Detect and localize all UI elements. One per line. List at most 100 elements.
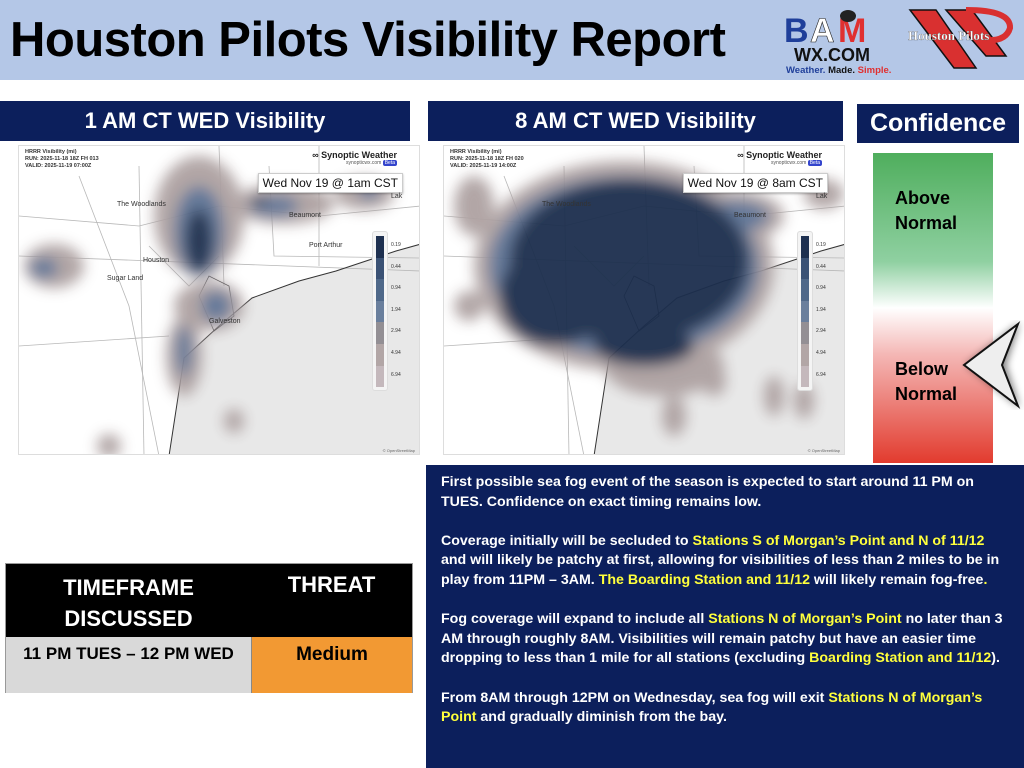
timeframe-cell: 11 PM TUES – 12 PM WED — [6, 637, 251, 693]
place-label: Lak — [816, 193, 828, 200]
text: and gradually diminish from the bay. — [476, 709, 727, 726]
text: will likely remain fog-free — [809, 571, 984, 588]
legend-tick: 0.44 — [816, 263, 826, 270]
confidence-above-label: Above Normal — [895, 188, 958, 233]
visibility-map-1am: HRRR Visibility (mi) RUN: 2025-11-18 18Z … — [18, 145, 420, 455]
bamwx-logo: B A M WX.COM Weather. Made. Simple. — [784, 10, 891, 76]
highlighted-text: Stations S of Morgan’s Point and N of 11… — [692, 532, 985, 549]
visibility-map-8am: HRRR Visibility (mi) RUN: 2025-11-18 18Z … — [443, 145, 845, 455]
legend-tick: 6.94 — [391, 371, 401, 378]
table-row: 11 PM TUES – 12 PM WED Medium — [6, 637, 412, 693]
fog-patch — [764, 376, 784, 416]
fog-layer — [24, 156, 394, 454]
legend-swatch — [376, 300, 384, 323]
fog-patch — [30, 258, 58, 278]
legend-swatch — [376, 279, 384, 301]
fog-patch — [702, 366, 726, 396]
highlighted-text: Stations N of Morgan’s Point — [708, 611, 902, 628]
legend-swatch — [801, 257, 809, 280]
houston-pilots-logo: Houston Pilots — [908, 7, 1013, 69]
legend-tick: 4.94 — [816, 350, 826, 356]
text: no later than 3 AM through roughly 8AM. … — [441, 611, 1003, 667]
legend-tick: 2.94 — [391, 328, 401, 335]
legend-tick: 0.94 — [816, 285, 826, 292]
legend-swatch — [376, 365, 384, 388]
threat-cell: Medium — [251, 637, 412, 693]
text: Fog coverage will expand to include all — [441, 611, 709, 628]
fog-layer — [454, 161, 844, 436]
place-label: Lak — [391, 193, 403, 200]
fog-patch — [97, 434, 121, 454]
legend-swatch — [801, 365, 809, 388]
legend-swatch — [376, 236, 384, 258]
synoptic-brand: ∞ Synoptic Weather synopticwx.com Beta — [312, 150, 397, 166]
legend-tick: 0.19 — [816, 242, 826, 248]
text: and will likely be patchy at first, allo… — [441, 552, 1000, 588]
discussion-paragraph: From 8AM through 12PM on Wednesday, sea … — [441, 689, 1012, 728]
text: Coverage initially will be secluded to — [441, 532, 693, 549]
text: From 8AM through 12PM on Wednesday, sea … — [441, 689, 829, 706]
legend-swatch — [376, 257, 384, 280]
map-timestamp: Wed Nov 19 @ 8am CST — [682, 173, 828, 193]
legend-tick: 6.94 — [816, 371, 826, 378]
svg-text:Houston Pilots: Houston Pilots — [908, 28, 989, 43]
legend-tick: 0.44 — [391, 263, 401, 270]
forecast-discussion: First possible sea fog event of the seas… — [426, 465, 1024, 768]
legend-tick: 0.19 — [391, 242, 401, 248]
map-info: HRRR Visibility (mi) RUN: 2025-11-18 18Z … — [25, 149, 99, 169]
map-timestamp: Wed Nov 19 @ 1am CST — [257, 173, 403, 193]
map-canvas — [444, 146, 844, 454]
legend-swatch — [801, 322, 809, 344]
legend-tick: 4.94 — [391, 350, 401, 356]
legend-swatch — [376, 322, 384, 344]
legend-tick: 2.94 — [816, 328, 826, 335]
text: First possible sea fog event of the seas… — [441, 474, 974, 510]
fog-patch — [594, 326, 694, 366]
legend-tick: 1.94 — [391, 306, 401, 313]
fog-patch — [454, 291, 484, 321]
discussion-paragraph: First possible sea fog event of the seas… — [441, 473, 1012, 512]
place-label: Beaumont — [289, 212, 321, 219]
fog-patch — [499, 246, 609, 346]
highlighted-text: . — [983, 571, 988, 588]
place-label: Houston — [143, 257, 170, 264]
svg-text:B: B — [784, 12, 809, 50]
panel-title-1am: 1 AM CT WED Visibility — [0, 101, 410, 141]
fog-patch — [176, 326, 192, 376]
discussion-paragraph: Coverage initially will be secluded to S… — [441, 532, 1012, 591]
legend-swatch — [376, 344, 384, 366]
visibility-legend: 0.19 0.44 0.94 1.94 2.94 4.94 6.94 — [372, 231, 401, 391]
highlighted-text: The Boarding Station and 11/12 — [598, 571, 810, 588]
column-header-timeframe: TIMEFRAME DISCUSSED — [63, 575, 194, 631]
page-title: Houston Pilots Visibility Report — [10, 13, 726, 67]
fog-patch — [224, 409, 244, 433]
place-label: Sugar Land — [107, 275, 144, 282]
fog-patch — [252, 196, 266, 206]
road-line — [78, 175, 160, 454]
threat-table: TIMEFRAME DISCUSSED THREAT 11 PM TUES – … — [5, 563, 413, 693]
legend-swatch — [801, 279, 809, 301]
place-label: Beaumont — [734, 212, 766, 219]
confidence-scale — [873, 153, 993, 463]
fog-patch — [794, 383, 814, 419]
panel-title-8am: 8 AM CT WED Visibility — [428, 101, 843, 141]
legend-swatch — [801, 236, 809, 258]
text: ). — [991, 650, 1000, 667]
fog-patch — [662, 396, 686, 436]
discussion-paragraph: Fog coverage will expand to include all … — [441, 610, 1012, 669]
legend-tick: 1.94 — [816, 306, 826, 313]
highlighted-text: Boarding Station and 11/12 — [809, 650, 992, 667]
confidence-below-label: Below Normal — [895, 359, 958, 404]
fog-patch — [185, 209, 213, 273]
place-label: Galveston — [209, 318, 241, 325]
fog-patch — [201, 291, 231, 321]
svg-text:A: A — [810, 12, 835, 50]
highlighted-text: Stations N of Morgan’s Point — [441, 689, 983, 726]
confidence-pointer-icon — [962, 321, 1021, 409]
place-label: Port Arthur — [309, 242, 343, 249]
map-info: HRRR Visibility (mi) RUN: 2025-11-18 18Z … — [450, 149, 524, 169]
column-header-threat: THREAT — [287, 572, 376, 597]
synoptic-brand: ∞ Synoptic Weather synopticwx.com Beta — [737, 150, 822, 166]
header-bar: Houston Pilots Visibility Report B A M W… — [0, 0, 1024, 80]
map-attribution: © OpenStreetMap — [807, 448, 840, 453]
